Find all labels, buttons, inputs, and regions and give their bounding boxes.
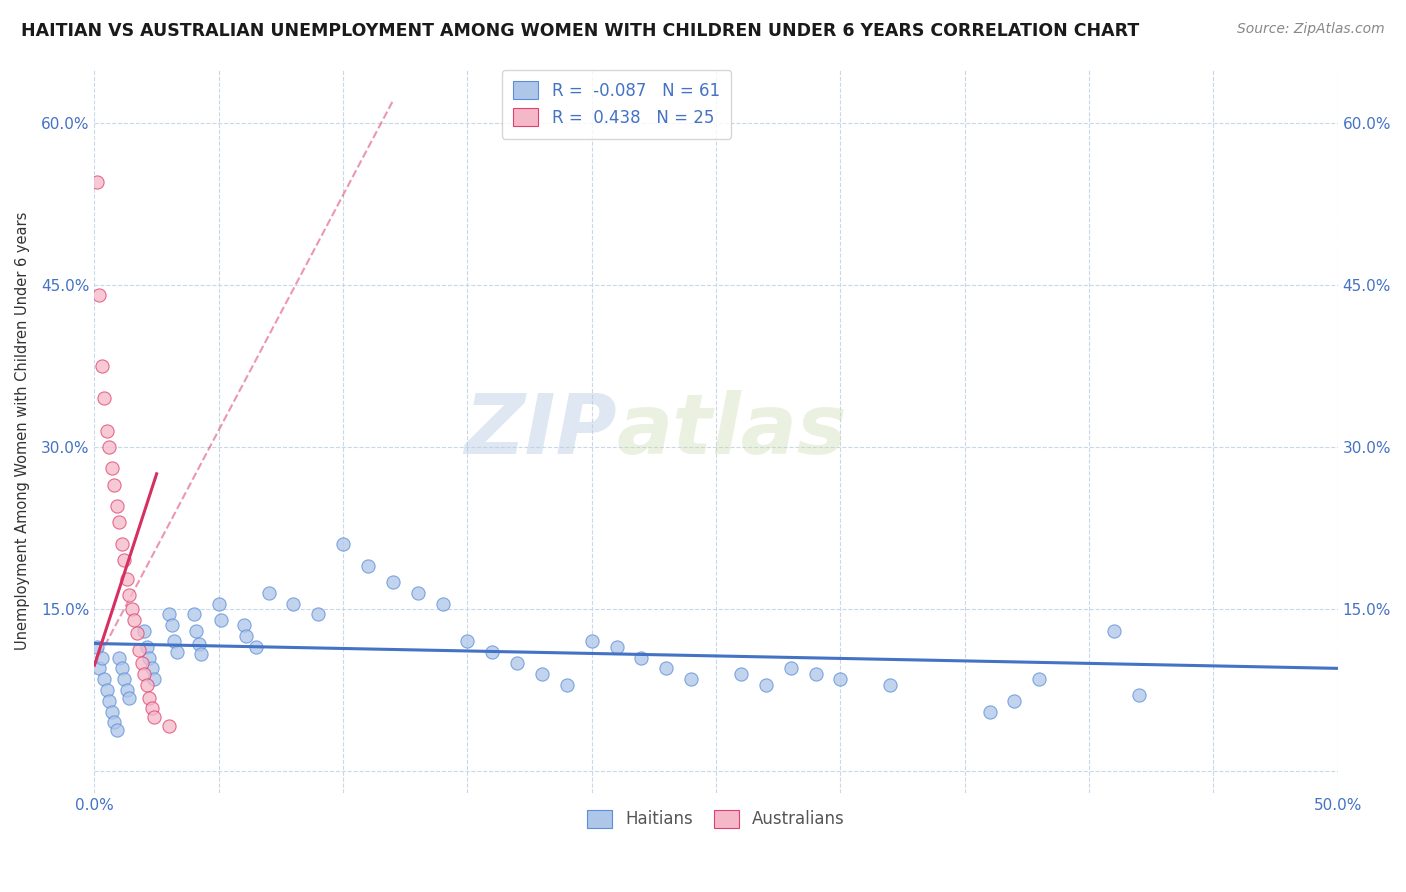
Point <box>530 666 553 681</box>
Point <box>135 677 157 691</box>
Text: ZIP: ZIP <box>464 390 617 471</box>
Point <box>681 672 703 686</box>
Point <box>96 424 118 438</box>
Point <box>98 440 121 454</box>
Point <box>245 640 267 654</box>
Y-axis label: Unemployment Among Women with Children Under 6 years: Unemployment Among Women with Children U… <box>15 211 30 649</box>
Point <box>101 461 124 475</box>
Point <box>105 723 128 737</box>
Point <box>187 636 209 650</box>
Point <box>90 359 112 373</box>
Point <box>730 666 752 681</box>
Point <box>105 500 128 514</box>
Text: atlas: atlas <box>617 390 848 471</box>
Point <box>166 645 188 659</box>
Point <box>122 613 145 627</box>
Point <box>89 288 111 302</box>
Point <box>112 553 135 567</box>
Point <box>111 661 134 675</box>
Point <box>131 656 153 670</box>
Point <box>134 624 156 638</box>
Point <box>779 661 801 675</box>
Point <box>86 175 108 189</box>
Point <box>128 643 150 657</box>
Text: HAITIAN VS AUSTRALIAN UNEMPLOYMENT AMONG WOMEN WITH CHILDREN UNDER 6 YEARS CORRE: HAITIAN VS AUSTRALIAN UNEMPLOYMENT AMONG… <box>21 22 1139 40</box>
Point <box>160 618 183 632</box>
Point <box>93 672 115 686</box>
Point <box>209 613 232 627</box>
Point <box>90 650 112 665</box>
Point <box>307 607 329 622</box>
Point <box>190 648 212 662</box>
Point <box>186 624 208 638</box>
Point <box>108 516 131 530</box>
Point <box>283 597 305 611</box>
Point <box>208 597 231 611</box>
Point <box>581 634 603 648</box>
Point <box>115 572 138 586</box>
Point <box>135 640 157 654</box>
Point <box>606 640 628 654</box>
Point <box>406 585 429 599</box>
Point <box>96 683 118 698</box>
Point <box>1028 672 1050 686</box>
Point <box>141 701 163 715</box>
Point <box>89 661 111 675</box>
Point <box>103 715 125 730</box>
Point <box>1128 689 1150 703</box>
Point <box>1102 624 1125 638</box>
Point <box>138 650 160 665</box>
Point <box>121 602 143 616</box>
Point <box>456 634 478 648</box>
Point <box>506 656 529 670</box>
Point <box>979 705 1001 719</box>
Point <box>143 672 166 686</box>
Point <box>332 537 354 551</box>
Point <box>1002 694 1025 708</box>
Point <box>804 666 827 681</box>
Point <box>115 683 138 698</box>
Text: Source: ZipAtlas.com: Source: ZipAtlas.com <box>1237 22 1385 37</box>
Point <box>143 710 166 724</box>
Point <box>830 672 852 686</box>
Point <box>98 694 121 708</box>
Point <box>141 661 163 675</box>
Point <box>103 477 125 491</box>
Point <box>381 574 404 589</box>
Legend: Haitians, Australians: Haitians, Australians <box>581 803 851 835</box>
Point <box>232 618 254 632</box>
Point <box>655 661 678 675</box>
Point <box>755 677 778 691</box>
Point <box>879 677 901 691</box>
Point <box>138 690 160 705</box>
Point <box>630 650 652 665</box>
Point <box>235 629 257 643</box>
Point <box>101 705 124 719</box>
Point <box>432 597 454 611</box>
Point <box>125 625 148 640</box>
Point <box>118 588 141 602</box>
Point <box>111 537 134 551</box>
Point <box>108 650 131 665</box>
Point <box>157 607 180 622</box>
Point <box>257 585 280 599</box>
Point <box>93 391 115 405</box>
Point <box>555 677 578 691</box>
Point <box>112 672 135 686</box>
Point <box>118 690 141 705</box>
Point <box>134 666 156 681</box>
Point <box>86 640 108 654</box>
Point <box>163 634 186 648</box>
Point <box>183 607 205 622</box>
Point <box>481 645 503 659</box>
Point <box>157 719 180 733</box>
Point <box>357 558 380 573</box>
